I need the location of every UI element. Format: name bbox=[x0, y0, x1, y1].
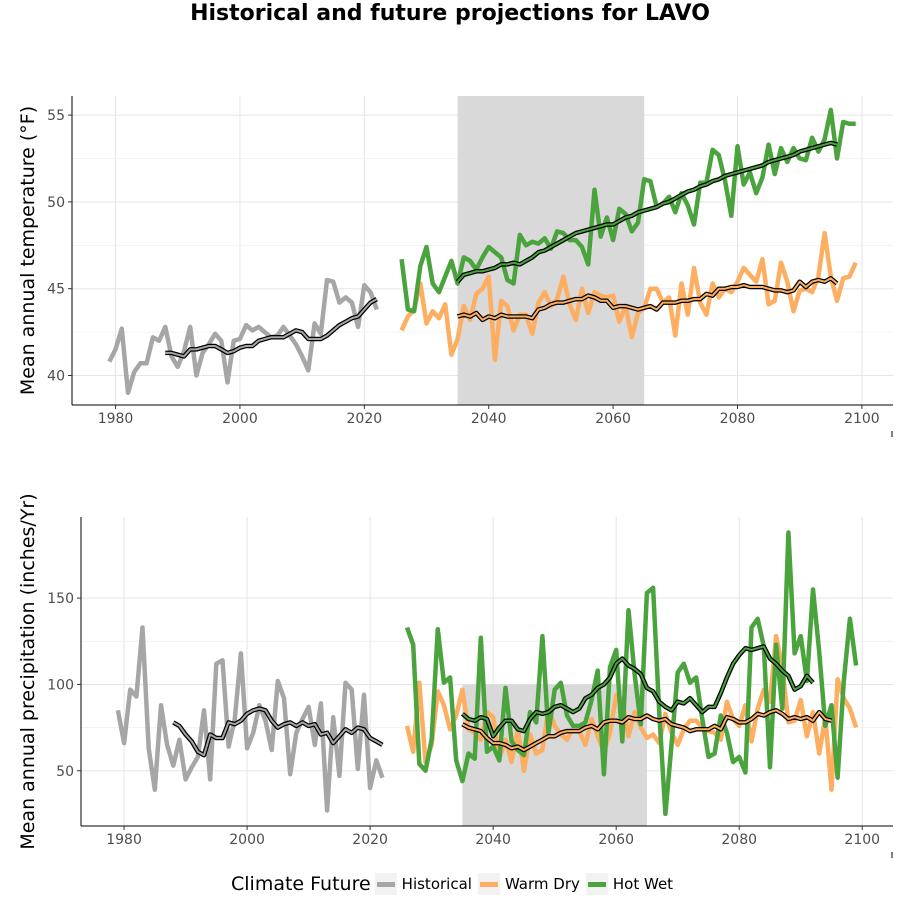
series-warm-dry-rolling-mean bbox=[457, 277, 838, 321]
y-tick-label: 150 bbox=[47, 591, 74, 607]
x-tick-label: 1980 bbox=[98, 411, 134, 427]
x-tick-label: 2000 bbox=[229, 832, 265, 848]
y-axis-label: Mean annual temperature (°F) bbox=[17, 106, 39, 395]
series-hot-wet-rolling-mean bbox=[461, 645, 814, 738]
x-tick-label: 2040 bbox=[475, 832, 511, 848]
chart-title: Historical and future projections for LA… bbox=[190, 1, 710, 26]
x-tick-label: 2000 bbox=[222, 411, 258, 427]
x-tick-label: 2080 bbox=[720, 411, 756, 427]
legend: Climate Future Historical Warm Dry Hot W… bbox=[231, 873, 679, 895]
legend-item-warm-dry: Warm Dry bbox=[477, 873, 580, 895]
y-tick-label: 100 bbox=[47, 677, 74, 693]
y-tick-label: 50 bbox=[56, 764, 74, 780]
legend-key-warm-dry bbox=[477, 873, 500, 895]
series-hot-wet bbox=[399, 107, 856, 314]
series-hot-wet-rolling-mean bbox=[456, 141, 838, 283]
series-historical bbox=[107, 277, 379, 396]
x-tick-label: 2060 bbox=[598, 832, 634, 848]
y-tick-label: 55 bbox=[47, 108, 65, 124]
x-tick-label: 2020 bbox=[352, 832, 388, 848]
y-tick-label: 40 bbox=[47, 368, 65, 384]
x-tick-label: 2080 bbox=[721, 832, 757, 848]
legend-title: Climate Future bbox=[231, 873, 371, 895]
x-tick-label: 2060 bbox=[595, 411, 631, 427]
series-historical-rolling-mean-outline bbox=[165, 297, 378, 359]
series-historical-rolling-mean bbox=[165, 298, 378, 358]
legend-key-historical bbox=[374, 873, 397, 895]
x-tick-label: 2100 bbox=[844, 411, 880, 427]
series-warm-dry-rolling-mean bbox=[461, 709, 832, 751]
x-tick-label: 2040 bbox=[471, 411, 507, 427]
y-tick-label: 50 bbox=[47, 195, 65, 211]
series-hot-wet bbox=[404, 530, 859, 817]
legend-label-hot-wet: Hot Wet bbox=[612, 875, 674, 893]
y-axis-label: Mean annual precipitation (inches/Yr) bbox=[17, 493, 39, 849]
x-tick-label: 2020 bbox=[347, 411, 383, 427]
legend-key-hot-wet bbox=[585, 873, 608, 895]
x-tick-label: 2100 bbox=[844, 832, 880, 848]
legend-label-warm-dry: Warm Dry bbox=[504, 875, 580, 893]
legend-item-hot-wet: Hot Wet bbox=[585, 873, 674, 895]
x-tick-label: 1980 bbox=[106, 832, 142, 848]
series-historical-rolling-mean bbox=[172, 707, 383, 757]
y-tick-label: 45 bbox=[47, 282, 65, 298]
legend-item-historical: Historical bbox=[374, 873, 472, 895]
legend-label-historical: Historical bbox=[401, 875, 472, 893]
precipitation-panel: 1980 2000 2020 2040 2060 2080 2100 50 100 150 Mean… bbox=[17, 493, 893, 858]
temperature-panel: 1980 2000 2020 2040 2060 2080 2100 40 45 50 55 Mean… bbox=[17, 96, 893, 437]
series-historical bbox=[115, 625, 385, 813]
series-warm-dry bbox=[399, 230, 858, 363]
